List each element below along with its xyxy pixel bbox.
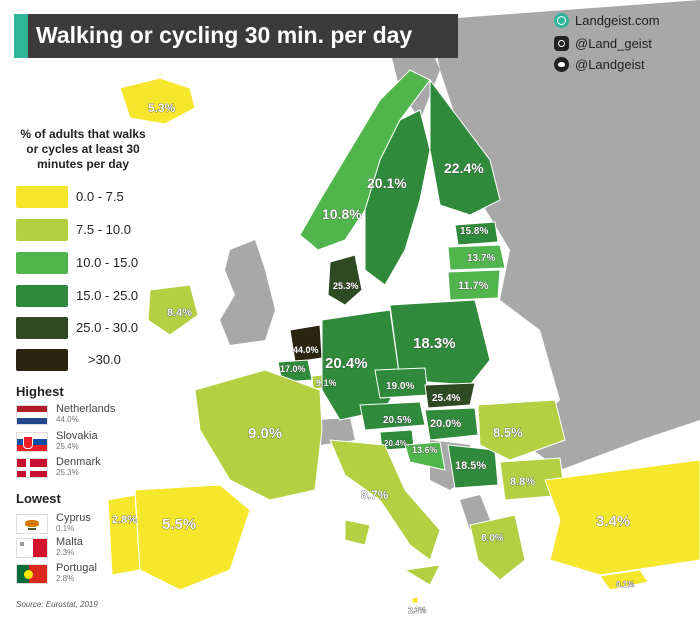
label-portugal: 2.8% [112,514,137,526]
legend-swatch [16,285,68,307]
hungary-region [424,407,479,441]
latvia-region [447,244,506,271]
portugal-region [107,494,141,576]
website-link[interactable]: Landgeist.com [554,12,660,29]
slovakia-flag-icon [16,432,48,452]
romania-region [477,399,566,461]
finland-region [429,78,501,216]
title-bar: Walking or cycling 30 min. per day [14,14,458,58]
france-region [194,369,323,501]
label-latvia: 13.7% [467,253,495,264]
label-poland: 18.3% [413,335,456,352]
turkey-region [544,459,700,576]
ireland-region [147,284,199,336]
twitter-icon [554,57,569,73]
netherlands-flag-icon [16,405,48,425]
legend-swatch [16,252,68,274]
austria-region [359,401,426,431]
legend-swatch [16,349,68,371]
title-accent-stripe [14,14,28,58]
label-finland: 22.4% [444,160,484,176]
poland-region [389,299,491,386]
label-sweden: 20.1% [367,175,407,191]
legend-swatch [16,219,68,241]
sweden-region [364,109,431,286]
globe-icon [554,13,569,29]
label-austria: 20.5% [383,415,411,426]
label-iceland: 5.3% [148,101,176,115]
highest-heading: Highest [16,384,64,399]
page-title: Walking or cycling 30 min. per day [36,22,413,48]
label-czechia: 19.0% [386,381,414,392]
label-denmark: 25.3% [333,281,359,291]
spain-region [134,484,251,591]
instagram-icon [554,36,569,52]
label-lithuania: 11.7% [458,280,489,292]
surveyed-countries [107,69,700,604]
legend-swatch [16,186,68,208]
label-ireland: 8.4% [167,307,192,319]
estonia-region [454,221,499,246]
label-turkey: 3.4% [596,513,630,530]
great-britain [220,240,275,345]
label-netherlands: 44.0% [293,345,319,355]
italy-region [329,439,441,586]
norway-region [299,69,431,251]
label-spain: 5.5% [162,516,196,533]
label-france: 9.0% [248,425,282,442]
map-value-labels: 5.3% 10.8% 20.1% 22.4% 15.8% 13.7% 11.7%… [112,101,635,616]
label-norway: 10.8% [322,206,362,222]
portugal-flag-icon [16,564,48,584]
instagram-link[interactable]: @Land_geist [554,35,652,52]
label-hungary: 20.0% [430,418,461,430]
label-slovenia: 20.4% [384,439,407,448]
label-bulgaria: 8.8% [510,476,535,488]
malta-flag-icon [16,538,48,558]
lithuania-region [447,269,501,301]
label-luxembourg: 9.1% [316,378,337,388]
label-belgium: 17.0% [280,364,306,374]
label-slovakia: 25.4% [432,393,460,404]
label-croatia: 13.6% [412,445,438,455]
label-serbia: 18.5% [455,460,486,472]
cyprus-region [599,569,649,591]
label-italy: 8.7% [361,488,389,502]
netherlands-region [289,324,323,363]
russia-region [430,0,700,470]
switzerland [318,418,355,445]
label-germany: 20.4% [325,355,368,372]
source-note: Source: Eurostat, 2019 [16,600,98,609]
croatia-region [404,441,446,471]
greece-region [469,514,526,581]
serbia-region [447,444,499,489]
label-romania: 8.5% [493,425,523,440]
label-estonia: 15.8% [460,226,488,237]
iceland-region [119,77,196,125]
label-greece: 8.0% [481,533,504,544]
label-malta: 2.3% [408,606,426,615]
legend-swatch [16,317,68,339]
denmark-region [327,254,363,306]
twitter-link[interactable]: @Landgeist [554,56,645,73]
lowest-heading: Lowest [16,491,61,506]
albania-macedonia [460,495,490,530]
cyprus-flag-icon [16,514,48,534]
malta-region [411,596,419,604]
denmark-flag-icon [16,458,48,478]
legend-title: % of adults that walks or cycles at leas… [20,127,146,171]
slovakia-region [424,382,476,409]
label-cyprus: 0.1% [616,580,634,589]
